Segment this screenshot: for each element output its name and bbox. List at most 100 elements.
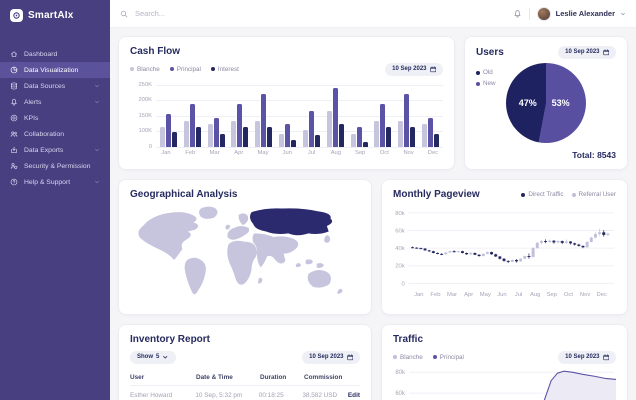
bell-icon: [10, 98, 18, 106]
column-header-date-time: Date & Time: [196, 373, 233, 381]
users-card: Users 10 Sep 2023 Old New 47% 53% Total: …: [464, 36, 628, 170]
svg-text:Dec: Dec: [596, 292, 606, 298]
bar-principal: [380, 103, 386, 147]
cash-flow-card: Cash Flow Blanche Principal Interest 10 Se…: [118, 36, 455, 170]
sidebar-item-collaboration[interactable]: Collaboration: [0, 126, 110, 142]
cell-datetime: 10 Sep, 5:32 pm: [195, 391, 243, 399]
cell-user: Esther Howard: [130, 391, 173, 399]
inventory-report-card: Inventory Report Show 5 10 Sep 2023 User…: [118, 324, 372, 400]
chevron-down-icon: [94, 83, 100, 89]
svg-text:Aug: Aug: [530, 292, 540, 298]
user-menu[interactable]: Leslie Alexander: [536, 6, 626, 21]
sidebar-item-data-visualization[interactable]: Data Visualization: [0, 62, 110, 78]
sidebar-item-dashboard[interactable]: Dashboard: [0, 46, 110, 62]
svg-text:60k: 60k: [395, 228, 405, 234]
y-axis-label: 250K: [138, 81, 152, 88]
people-icon: [10, 130, 18, 138]
legend-item-interest: Interest: [210, 66, 239, 73]
bar-blanche: [374, 120, 380, 147]
bar-blanche: [350, 133, 356, 147]
sidebar-item-alerts[interactable]: Alerts: [0, 94, 110, 110]
legend-item-direct-traffic: Direct Traffic: [521, 191, 564, 198]
bar-principal: [213, 117, 219, 147]
bar-group-sep: [350, 126, 368, 147]
date-filter-button[interactable]: 10 Sep 2023: [558, 46, 616, 59]
x-axis-label: Nov: [403, 149, 414, 156]
row-3: Inventory Report Show 5 10 Sep 2023 User…: [118, 324, 628, 400]
sidebar-nav: Dashboard Data Visualization Data Sources A…: [0, 46, 110, 190]
inventory-title: Inventory Report: [130, 334, 211, 345]
svg-text:80k: 80k: [395, 211, 405, 217]
svg-text:0: 0: [401, 281, 405, 287]
bar-principal: [308, 110, 314, 147]
home-icon: [10, 50, 18, 58]
bar-blanche: [302, 129, 308, 147]
bar-principal: [427, 117, 433, 147]
svg-text:60k: 60k: [395, 391, 405, 397]
pie-label-old: 47%: [518, 97, 537, 108]
app-logo-text: SmartAIx: [28, 10, 74, 21]
sidebar-item-label: Help & Support: [24, 178, 71, 186]
region-japan: [324, 235, 331, 243]
bar-group-nov: [398, 93, 416, 147]
topbar: Leslie Alexander: [110, 0, 636, 28]
bar-interest: [386, 126, 392, 147]
date-filter-button[interactable]: 10 Sep 2023: [302, 351, 360, 364]
table-row: Esther Howard 10 Sep, 5:32 pm 00:18:25 38,5…: [130, 386, 360, 400]
bar-interest: [410, 126, 416, 147]
x-axis-label: Apr: [234, 149, 244, 156]
calendar-icon: [602, 354, 609, 361]
users-total: Total: 8543: [572, 150, 616, 160]
cash-flow-bar-chart: 250K 200K 150K 100K 0: [138, 82, 443, 150]
calendar-icon: [602, 49, 609, 56]
region-asia: [252, 233, 299, 268]
sidebar-item-data-sources[interactable]: Data Sources: [0, 78, 110, 94]
bar-interest: [172, 131, 177, 147]
bar-principal: [261, 93, 267, 147]
x-axis-label: Sep: [354, 149, 366, 156]
x-axis-label: Jul: [307, 149, 316, 156]
bar-group-aug: [326, 87, 344, 147]
legend-item-principal: Principal: [169, 66, 201, 73]
bar-group-may: [255, 93, 273, 147]
cash-flow-x-axis: Jan Feb Mar Apr May Jun Jul Aug Sep Oct Nov Dec: [156, 150, 443, 156]
region-australia: [307, 270, 331, 288]
legend-dot: [476, 70, 480, 75]
edit-link[interactable]: Edit: [347, 391, 360, 399]
sidebar-item-label: Data Visualization: [24, 66, 79, 74]
bar-interest: [195, 126, 201, 147]
chevron-down-icon: [94, 179, 100, 185]
sidebar-item-data-exports[interactable]: Data Exports: [0, 142, 110, 158]
date-filter-button[interactable]: 10 Sep 2023: [385, 63, 443, 76]
sidebar-item-help-support[interactable]: Help & Support: [0, 174, 110, 190]
bar-interest: [291, 139, 297, 147]
bar-principal: [356, 126, 362, 147]
bar-group-oct: [374, 103, 392, 147]
svg-text:May: May: [480, 292, 491, 298]
bar-blanche: [421, 123, 427, 147]
bar-blanche: [398, 120, 404, 147]
row-2: Geographical Analysis: [118, 179, 628, 315]
bar-group-apr: [231, 103, 249, 147]
legend-item-new: New: [476, 80, 496, 87]
row-1: Cash Flow Blanche Principal Interest 10 Se…: [118, 36, 628, 170]
sidebar-item-security-permission[interactable]: Security & Permission: [0, 158, 110, 174]
bar-principal: [285, 123, 291, 147]
cell-commission: 38,582 USD: [302, 391, 338, 399]
date-filter-button[interactable]: 10 Sep 2023: [558, 351, 616, 364]
show-count-select[interactable]: Show 5: [130, 351, 176, 364]
bar-principal: [166, 113, 171, 147]
sidebar-item-kpis[interactable]: KPIs: [0, 110, 110, 126]
notifications-bell-icon[interactable]: [513, 9, 522, 18]
legend-item-blanche: Blanche: [130, 66, 160, 73]
region-north-america: [138, 212, 199, 261]
region-africa: [227, 240, 258, 285]
user-shield-icon: [10, 162, 18, 170]
table-header-row: User Date & Time Duration Commission: [130, 371, 360, 386]
search-input[interactable]: [133, 8, 273, 19]
bar-interest: [362, 141, 368, 147]
bar-principal: [332, 87, 338, 147]
svg-text:Jan: Jan: [414, 292, 423, 298]
calendar-icon: [429, 66, 436, 73]
geo-title: Geographical Analysis: [130, 189, 238, 200]
